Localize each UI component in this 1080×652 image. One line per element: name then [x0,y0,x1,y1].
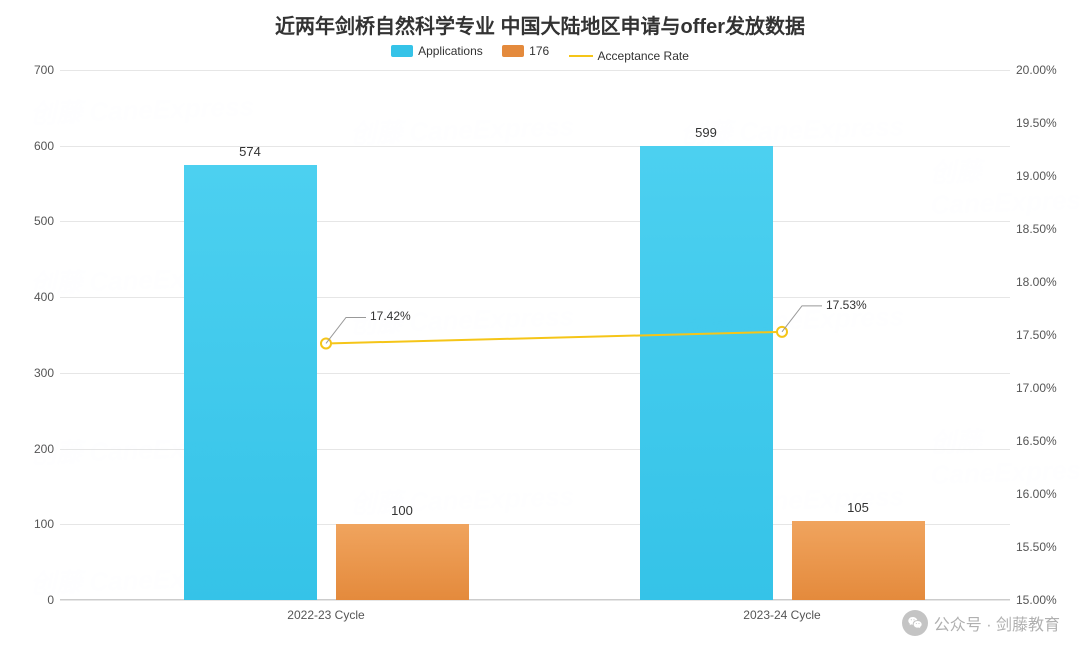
y-right-tick-label: 16.00% [1016,487,1057,501]
legend-label: 176 [529,44,549,58]
legend-swatch [502,45,524,57]
y-left-tick-label: 400 [34,290,54,304]
y-right-tick-label: 17.00% [1016,381,1057,395]
chart-title: 近两年剑桥自然科学专业 中国大陆地区申请与offer发放数据 [0,10,1080,39]
legend: Applications 176 Acceptance Rate [0,44,1080,63]
y-right-tick-label: 18.00% [1016,275,1057,289]
legend-item-applications: Applications [391,44,483,58]
footer-badge-text: 公众号 · 剑藤教育 [934,611,1060,635]
gridline [60,600,1010,601]
y-right-tick-label: 17.50% [1016,328,1057,342]
y-right-tick-label: 15.00% [1016,593,1057,607]
legend-swatch [569,55,593,57]
y-left-tick-label: 500 [34,214,54,228]
acceptance-line [60,70,1010,600]
y-right-tick-label: 19.50% [1016,116,1057,130]
wechat-icon [902,610,928,636]
legend-swatch [391,45,413,57]
y-right-tick-label: 18.50% [1016,222,1057,236]
y-left-tick-label: 700 [34,63,54,77]
y-right-tick-label: 16.50% [1016,434,1057,448]
footer-badge: 公众号 · 剑藤教育 [902,610,1060,636]
legend-item-offers: 176 [502,44,549,58]
y-right-tick-label: 19.00% [1016,169,1057,183]
legend-item-acceptance: Acceptance Rate [569,49,689,63]
x-tick-label: 2022-23 Cycle [287,608,364,622]
y-left-tick-label: 100 [34,517,54,531]
y-left-tick-label: 600 [34,139,54,153]
legend-label: Applications [418,44,483,58]
plot-area: 010020030040050060070015.00%15.50%16.00%… [60,70,1010,600]
x-tick-label: 2023-24 Cycle [743,608,820,622]
y-left-tick-label: 200 [34,442,54,456]
y-right-tick-label: 20.00% [1016,63,1057,77]
y-left-tick-label: 0 [47,593,54,607]
y-right-tick-label: 15.50% [1016,540,1057,554]
legend-label: Acceptance Rate [598,49,689,63]
chart-container: 近两年剑桥自然科学专业 中国大陆地区申请与offer发放数据 Applicati… [0,0,1080,652]
y-left-tick-label: 300 [34,366,54,380]
